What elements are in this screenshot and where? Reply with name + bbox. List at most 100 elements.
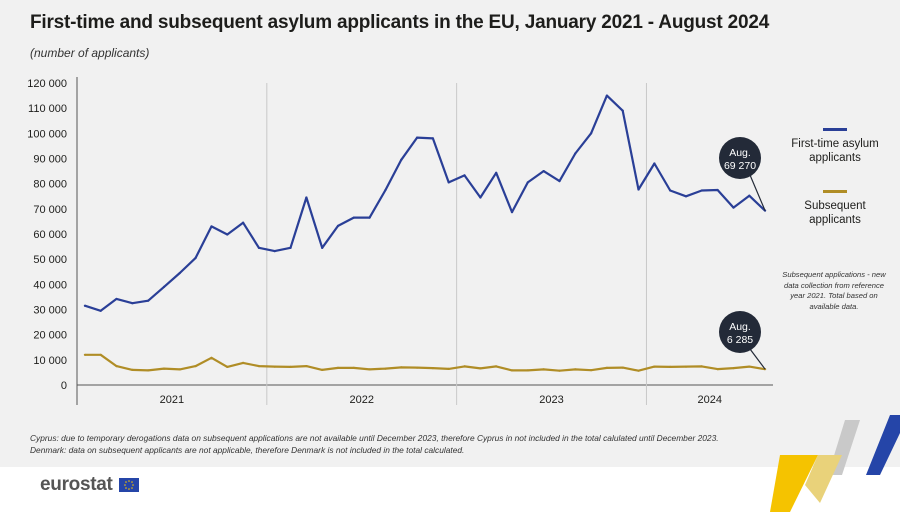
- point-first-time-2022-02: [289, 246, 292, 249]
- point-subsequent-2021-06: [162, 367, 166, 370]
- chart-panel: [0, 0, 900, 467]
- x-year-label: 2022: [349, 394, 373, 406]
- y-tick-label: 90 000: [33, 154, 67, 166]
- point-subsequent-2023-09: [589, 369, 593, 372]
- point-first-time-2022-03: [305, 196, 308, 199]
- y-tick-label: 30 000: [33, 305, 67, 317]
- point-first-time-2023-08: [574, 152, 577, 155]
- y-tick-label: 0: [61, 380, 67, 392]
- line-chart: 0 10 000 20 000 30 000 40 000 50 000 60 000 70 …: [27, 77, 773, 406]
- point-subsequent-2023-05: [526, 369, 529, 372]
- y-tick-label: 50 000: [33, 254, 67, 266]
- point-first-time-2022-10: [415, 136, 419, 139]
- x-year-label: 2023: [539, 394, 563, 406]
- axis-layer: 0 10 000 20 000 30 000 40 000 50 000 60 000 70 …: [27, 77, 773, 406]
- point-first-time-2021-06: [162, 285, 166, 288]
- legend-item-subsequent: Subsequent applicants: [775, 190, 895, 227]
- point-first-time-2023-12: [637, 188, 640, 191]
- point-first-time-2022-04: [321, 246, 324, 249]
- point-first-time-2022-11: [431, 137, 435, 140]
- callout-value: 6 285: [727, 334, 753, 346]
- point-subsequent-2022-02: [289, 365, 292, 368]
- point-first-time-2023-11: [621, 109, 624, 112]
- legend-swatch-first-time: [823, 128, 847, 131]
- point-first-time-2024-04: [700, 189, 703, 192]
- point-first-time-2022-06: [352, 216, 355, 219]
- point-subsequent-2021-01: [83, 353, 87, 356]
- point-subsequent-2022-07: [368, 368, 371, 371]
- point-subsequent-2023-01: [463, 365, 466, 368]
- legend-item-first-time: First-time asylum applicants: [775, 128, 895, 165]
- grid-layer: [266, 83, 647, 405]
- series-line-first-time: [84, 94, 766, 312]
- y-tick-label: 10 000: [33, 355, 67, 367]
- point-first-time-2024-03: [684, 195, 688, 198]
- point-first-time-2024-07: [748, 194, 751, 197]
- point-subsequent-2022-01: [273, 365, 276, 368]
- point-subsequent-2023-02: [479, 367, 482, 370]
- callout-bubble: [719, 311, 761, 353]
- point-first-time-2022-12: [447, 181, 450, 184]
- point-first-time-2023-02: [479, 196, 482, 199]
- point-subsequent-2021-12: [257, 365, 261, 368]
- chart-title: First-time and subsequent asylum applica…: [30, 12, 770, 33]
- point-first-time-2021-01: [83, 304, 87, 307]
- point-first-time-2024-02: [669, 189, 672, 192]
- point-subsequent-2023-07: [558, 369, 561, 372]
- y-tick-label: 20 000: [33, 330, 67, 342]
- point-first-time-2023-10: [605, 94, 609, 97]
- point-subsequent-2024-06: [732, 367, 735, 370]
- eurostat-logo: eurostat: [40, 474, 139, 496]
- y-tick-label: 110 000: [28, 103, 67, 115]
- point-subsequent-2021-02: [99, 353, 102, 356]
- y-tick-label: 70 000: [33, 204, 67, 216]
- legend-label-subsequent: Subsequent applicants: [804, 200, 866, 226]
- x-year-label: 2021: [160, 394, 184, 406]
- point-first-time-2024-06: [732, 206, 735, 209]
- callout-leader: [749, 174, 766, 211]
- point-subsequent-2022-05: [336, 366, 340, 369]
- point-subsequent-2021-05: [147, 369, 150, 372]
- callout-month: Aug.: [729, 321, 751, 333]
- y-tick-label: 80 000: [33, 179, 67, 191]
- point-subsequent-2024-05: [716, 368, 719, 371]
- point-subsequent-2022-08: [384, 367, 387, 370]
- point-first-time-2022-08: [384, 188, 387, 192]
- y-tick-label: 100 000: [27, 128, 67, 140]
- point-subsequent-2023-08: [574, 368, 577, 371]
- point-subsequent-2021-10: [226, 365, 229, 368]
- callout-leader: [749, 348, 766, 370]
- point-first-time-2021-05: [147, 299, 150, 302]
- logo-text: eurostat: [40, 474, 113, 495]
- point-first-time-2021-07: [178, 271, 181, 275]
- point-subsequent-2022-03: [305, 365, 308, 368]
- legend-swatch-subsequent: [823, 190, 847, 193]
- point-first-time-2021-04: [131, 302, 134, 305]
- chart-subtitle: (number of applicants): [30, 46, 150, 60]
- point-first-time-2023-06: [542, 169, 545, 173]
- point-subsequent-2022-10: [415, 366, 419, 369]
- eu-flag-icon: [118, 478, 139, 492]
- point-first-time-2021-09: [210, 225, 213, 228]
- point-subsequent-2021-11: [241, 361, 245, 364]
- point-subsequent-2024-03: [684, 365, 688, 368]
- point-first-time-2021-12: [257, 246, 261, 249]
- point-subsequent-2023-10: [605, 366, 609, 369]
- point-first-time-2023-05: [526, 181, 529, 184]
- series-line-subsequent: [84, 353, 766, 372]
- point-first-time-2022-05: [336, 224, 340, 228]
- point-subsequent-2022-09: [400, 366, 403, 369]
- legend-label-first-time: First-time asylum applicants: [791, 138, 879, 164]
- point-subsequent-2024-07: [748, 365, 751, 368]
- y-tick-label: 120 000: [27, 78, 67, 90]
- point-first-time-2022-07: [368, 216, 371, 219]
- point-subsequent-2023-11: [621, 366, 624, 369]
- point-first-time-2024-01: [653, 162, 656, 165]
- brand-graphic-icon: [770, 415, 900, 512]
- point-first-time-2021-08: [194, 256, 197, 260]
- callout-month: Aug.: [729, 147, 751, 159]
- point-first-time-2023-07: [558, 180, 561, 183]
- y-tick-label: 40 000: [33, 279, 67, 291]
- point-first-time-2021-11: [241, 221, 245, 224]
